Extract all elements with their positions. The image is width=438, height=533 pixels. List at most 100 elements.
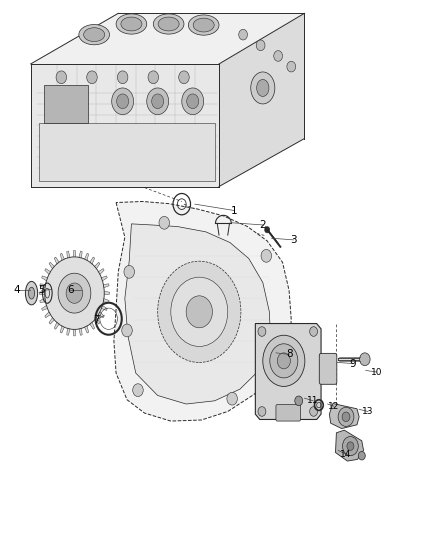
Circle shape [148,71,159,84]
Circle shape [56,71,67,84]
Circle shape [112,88,134,115]
Circle shape [342,412,350,422]
Polygon shape [93,262,100,271]
Polygon shape [99,304,107,310]
FancyBboxPatch shape [276,405,300,421]
Circle shape [133,384,143,397]
Circle shape [256,40,265,51]
Circle shape [310,407,318,416]
Circle shape [343,437,358,456]
Circle shape [159,216,170,229]
Circle shape [45,257,104,329]
Polygon shape [99,276,107,282]
Ellipse shape [188,15,219,35]
Circle shape [117,94,129,109]
Text: 6: 6 [67,286,74,295]
Text: 9: 9 [349,359,356,368]
Polygon shape [125,224,271,404]
FancyBboxPatch shape [319,353,337,384]
Text: 3: 3 [290,235,297,245]
Polygon shape [73,251,76,260]
Circle shape [338,407,354,426]
Circle shape [277,353,290,369]
Circle shape [182,88,204,115]
Ellipse shape [84,28,105,42]
Polygon shape [83,323,88,333]
Polygon shape [93,316,100,324]
Polygon shape [40,284,48,288]
Circle shape [117,71,128,84]
Polygon shape [60,323,66,333]
Polygon shape [96,269,104,276]
Circle shape [261,249,272,262]
Text: 10: 10 [371,368,382,376]
Circle shape [258,327,266,336]
Polygon shape [78,326,82,335]
Polygon shape [44,85,88,123]
Circle shape [227,392,237,405]
Circle shape [152,94,164,109]
Ellipse shape [25,281,38,305]
Polygon shape [45,310,53,318]
Polygon shape [101,298,109,303]
Polygon shape [60,253,66,263]
Polygon shape [54,320,60,329]
Polygon shape [42,304,50,310]
Ellipse shape [257,79,269,96]
Text: 7: 7 [93,315,100,325]
Polygon shape [78,251,82,261]
Polygon shape [31,13,304,64]
Polygon shape [67,326,71,335]
Polygon shape [39,123,215,181]
Polygon shape [83,253,88,263]
Circle shape [265,227,270,233]
Circle shape [274,51,283,61]
Circle shape [360,353,370,366]
Circle shape [179,71,189,84]
Polygon shape [39,291,47,295]
Text: 12: 12 [328,402,339,410]
Polygon shape [336,430,364,461]
Polygon shape [329,403,359,429]
Polygon shape [40,298,48,303]
Circle shape [310,327,318,336]
Circle shape [186,296,212,328]
Text: 11: 11 [307,397,319,405]
Ellipse shape [79,25,110,45]
Text: 8: 8 [286,350,293,359]
Polygon shape [255,324,321,419]
Circle shape [158,261,241,362]
Ellipse shape [193,18,214,32]
Ellipse shape [251,72,275,104]
Polygon shape [49,316,56,324]
Circle shape [267,332,278,345]
Polygon shape [102,291,110,295]
Circle shape [287,61,296,72]
Circle shape [239,29,247,40]
Polygon shape [49,262,56,271]
Polygon shape [42,276,50,282]
Text: 1: 1 [231,206,238,215]
Circle shape [66,283,83,303]
Circle shape [122,324,132,337]
Polygon shape [73,326,76,336]
Text: 13: 13 [362,407,374,416]
Circle shape [270,344,298,378]
Circle shape [87,71,97,84]
Circle shape [58,273,91,313]
Circle shape [295,396,303,406]
Ellipse shape [116,14,147,34]
Polygon shape [101,284,109,288]
Circle shape [171,277,228,346]
Ellipse shape [158,17,179,31]
Polygon shape [219,13,304,187]
Circle shape [263,335,305,386]
Polygon shape [96,310,104,318]
Text: 2: 2 [259,220,266,230]
Text: 14: 14 [340,450,352,458]
Text: 5: 5 [38,286,45,295]
Circle shape [258,407,266,416]
Polygon shape [45,269,53,276]
Polygon shape [67,251,71,261]
Circle shape [124,265,134,278]
